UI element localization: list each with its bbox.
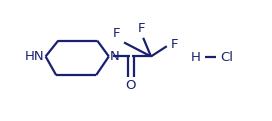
Text: HN: HN [24, 50, 44, 63]
Text: F: F [171, 38, 178, 51]
Text: H: H [191, 51, 200, 64]
Text: Cl: Cl [221, 51, 234, 64]
Text: N: N [110, 50, 120, 63]
Text: F: F [138, 22, 145, 35]
Text: F: F [113, 27, 120, 40]
Text: O: O [126, 79, 136, 92]
